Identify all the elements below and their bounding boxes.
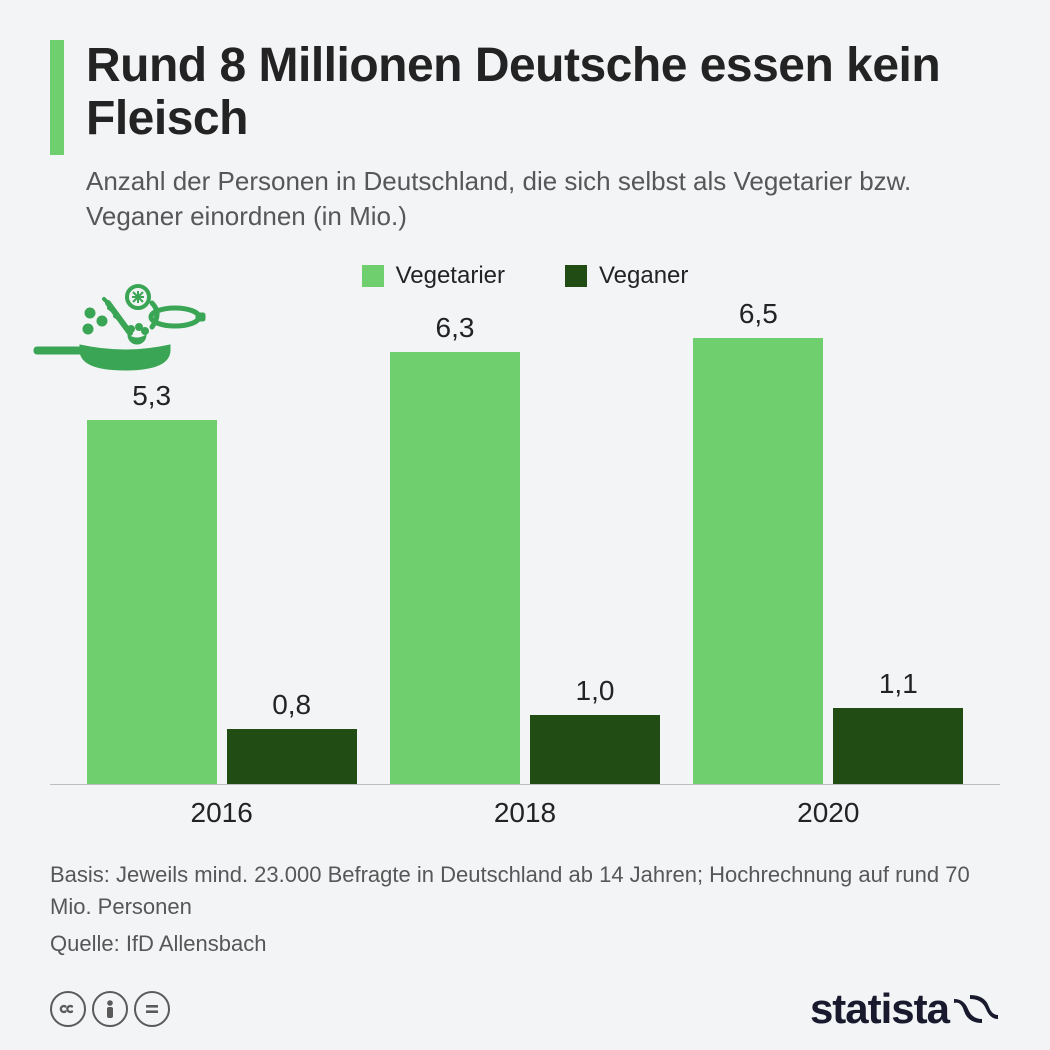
cc-license-icons (50, 991, 170, 1027)
bar-value-label: 6,3 (436, 312, 475, 344)
bar-value-label: 0,8 (272, 689, 311, 721)
legend-label: Veganer (599, 262, 688, 290)
bar-group: 5,30,8 (87, 420, 357, 783)
bar-vegetarier: 5,3 (87, 420, 217, 783)
bar-veganer: 0,8 (227, 729, 357, 784)
brand-wave-icon (952, 995, 1000, 1023)
legend-swatch (565, 265, 587, 287)
bar-value-label: 6,5 (739, 298, 778, 330)
footer-source: Quelle: IfD Allensbach (50, 931, 1000, 957)
cooking-pan-icon (30, 255, 210, 395)
chart-title: Rund 8 Millionen Deutsche essen kein Fle… (86, 40, 1000, 146)
bar-veganer: 1,0 (530, 715, 660, 784)
x-axis-label: 2018 (390, 797, 660, 829)
legend-item-veganer: Veganer (565, 262, 688, 290)
statista-logo: statista (810, 985, 1000, 1033)
legend-item-vegetarier: Vegetarier (362, 262, 505, 290)
bar-value-label: 1,1 (879, 668, 918, 700)
nd-icon (134, 991, 170, 1027)
footer-basis: Basis: Jeweils mind. 23.000 Befragte in … (50, 859, 1000, 923)
bar-vegetarier: 6,5 (693, 338, 823, 784)
bar-value-label: 1,0 (576, 675, 615, 707)
bar-group: 6,31,0 (390, 352, 660, 784)
x-axis-label: 2020 (693, 797, 963, 829)
legend-label: Vegetarier (396, 262, 505, 290)
x-axis: 2016 2018 2020 (50, 785, 1000, 829)
bottom-row: statista (50, 985, 1000, 1033)
brand-text: statista (810, 985, 949, 1033)
legend-swatch (362, 265, 384, 287)
header: Rund 8 Millionen Deutsche essen kein Fle… (50, 40, 1000, 234)
bar-vegetarier: 6,3 (390, 352, 520, 784)
bar-group: 6,51,1 (693, 338, 963, 784)
cc-icon (50, 991, 86, 1027)
bar-veganer: 1,1 (833, 708, 963, 783)
bar-value-label: 5,3 (132, 380, 171, 412)
by-icon (92, 991, 128, 1027)
x-axis-label: 2016 (87, 797, 357, 829)
chart-subtitle: Anzahl der Personen in Deutschland, die … (86, 164, 966, 234)
accent-bar (50, 40, 64, 155)
title-block: Rund 8 Millionen Deutsche essen kein Fle… (86, 40, 1000, 234)
chart-area: 5,30,86,31,06,51,1 201620182020 (50, 305, 1000, 829)
